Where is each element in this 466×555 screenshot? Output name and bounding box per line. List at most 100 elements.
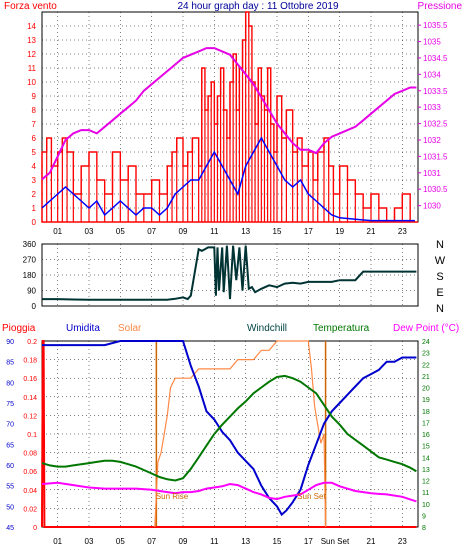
chart1-left-tick: 14 xyxy=(27,22,36,31)
chart3-temp-tick: 20 xyxy=(422,386,430,393)
chart3-temp-tick: 21 xyxy=(422,374,430,381)
sunrise-label: Sun Rise xyxy=(156,492,189,501)
chart2-compass-letter: N xyxy=(436,239,444,251)
temperature-series xyxy=(41,374,417,482)
chart3-legend-label: Solar xyxy=(118,323,142,334)
chart1-x-tick: 19 xyxy=(335,227,344,236)
chart3-rain-tick: 0.2 xyxy=(27,339,37,346)
chart1-right-tick: 1031 xyxy=(423,169,441,178)
chart3-hum-tick: 55 xyxy=(6,484,14,491)
chart3-temp-tick: 18 xyxy=(422,409,430,416)
chart3-temp-tick: 22 xyxy=(422,362,430,369)
humidity-series xyxy=(42,340,417,517)
chart1-left-tick: 13 xyxy=(27,36,36,45)
chart3-hum-tick: 70 xyxy=(6,422,14,429)
chart1-x-tick: 17 xyxy=(304,227,313,236)
chart1-x-tick: 03 xyxy=(85,227,94,236)
chart2-y-tick: 0 xyxy=(32,302,37,311)
chart1-right-tick: 1030 xyxy=(423,202,441,211)
chart1-right-tick: 1035.5 xyxy=(423,21,448,30)
chart3-hum-tick: 75 xyxy=(6,401,14,408)
chart1-right-label: Pressione xyxy=(418,1,463,12)
chart1-left-label: Forza vento xyxy=(4,1,57,12)
chart2-compass-letter: S xyxy=(436,271,443,283)
chart3-hum-tick: 60 xyxy=(6,463,14,470)
sunset-label: Sun Set xyxy=(297,492,326,501)
chart3-temp-tick: 16 xyxy=(422,432,430,439)
pressure-series xyxy=(41,47,417,181)
chart2-y-tick: 90 xyxy=(27,287,36,296)
chart2-compass-letter: W xyxy=(435,255,446,267)
chart1-left-tick: 11 xyxy=(28,64,37,73)
chart3-temp-tick: 12 xyxy=(422,479,430,486)
chart3-x-tick: 07 xyxy=(147,537,156,546)
chart1-left-tick: 5 xyxy=(32,148,37,157)
chart3-x-tick: 17 xyxy=(304,537,313,546)
chart3-hum-tick: 90 xyxy=(6,339,14,346)
chart1-title: 24 hour graph day : 11 Ottobre 2019 xyxy=(177,1,338,12)
chart1-x-tick: 09 xyxy=(179,227,188,236)
chart3-temp-tick: 19 xyxy=(422,397,430,404)
chart3-x-tick: 01 xyxy=(53,537,62,546)
chart1-left-tick: 9 xyxy=(32,92,37,101)
chart3-hum-tick: 45 xyxy=(6,525,14,532)
chart3-hum-tick: 85 xyxy=(6,360,14,367)
chart3-temp-tick: 15 xyxy=(422,444,430,451)
chart1-right-tick: 1030.5 xyxy=(423,185,448,194)
chart1-right-tick: 1034 xyxy=(423,70,441,79)
chart1-right-tick: 1034.5 xyxy=(423,54,448,63)
chart3-rain-tick: 0.12 xyxy=(23,413,37,420)
chart1-right-tick: 1033 xyxy=(423,103,441,112)
chart3-legend-label: Umidita xyxy=(66,323,100,334)
chart2-compass-letter: E xyxy=(436,287,443,299)
chart3-hum-tick: 80 xyxy=(6,380,14,387)
chart2-compass-letter: N xyxy=(436,303,444,315)
chart3-rain-tick: 0.04 xyxy=(23,488,37,495)
chart3-rain-tick: 0.06 xyxy=(23,469,37,476)
chart3-rain-tick: 0.1 xyxy=(27,432,37,439)
chart3-legend-label: Temperatura xyxy=(313,323,370,334)
rain-series xyxy=(41,340,417,528)
chart1-left-tick: 8 xyxy=(32,106,37,115)
chart1-right-tick: 1032.5 xyxy=(423,120,448,129)
chart3-rain-tick: 0.02 xyxy=(23,506,37,513)
chart3-rain-tick: 0.08 xyxy=(23,451,37,458)
chart3-hum-tick: 50 xyxy=(6,504,14,511)
chart1-left-tick: 3 xyxy=(32,176,37,185)
wind-direction-series xyxy=(42,245,417,301)
chart3-hum-tick: 65 xyxy=(6,442,14,449)
chart3-x-tick: 13 xyxy=(241,537,250,546)
chart3-legend-label: Pioggia xyxy=(2,323,36,334)
chart3-x-tick: 23 xyxy=(398,537,407,546)
chart1-left-tick: 0 xyxy=(32,218,37,227)
chart1-x-tick: 15 xyxy=(273,227,282,236)
chart1-left-tick: 1 xyxy=(32,204,37,213)
chart3-temp-tick: 24 xyxy=(422,339,430,346)
chart3-temp-tick: 10 xyxy=(422,502,430,509)
chart1-x-tick: 21 xyxy=(367,227,376,236)
chart1-x-tick: 13 xyxy=(241,227,250,236)
chart3-rain-tick: 0 xyxy=(33,525,37,532)
chart3-x-tick: 09 xyxy=(179,537,188,546)
chart3-temp-tick: 14 xyxy=(422,455,430,462)
chart2-y-tick: 270 xyxy=(23,256,37,265)
chart3-temp-tick: 13 xyxy=(422,467,430,474)
chart1-left-tick: 7 xyxy=(32,120,37,129)
chart3-rain-tick: 0.16 xyxy=(23,376,37,383)
chart1-x-tick: 11 xyxy=(210,227,219,236)
chart1-left-tick: 12 xyxy=(27,50,36,59)
chart3-rain-tick: 0.14 xyxy=(23,395,37,402)
chart3-x-tick: 05 xyxy=(116,537,125,546)
chart3-rain-tick: 0.18 xyxy=(23,358,37,365)
chart3-x-tick: 15 xyxy=(273,537,282,546)
chart3-x-tick: 21 xyxy=(367,537,376,546)
chart1-left-tick: 6 xyxy=(32,134,37,143)
dewpoint-series xyxy=(41,481,417,503)
chart3-x-tick: 03 xyxy=(85,537,94,546)
chart1-right-tick: 1032 xyxy=(423,136,441,145)
chart3-temp-tick: 8 xyxy=(422,525,426,532)
wind-mean-series xyxy=(41,136,415,222)
chart1-x-tick: 23 xyxy=(398,227,407,236)
